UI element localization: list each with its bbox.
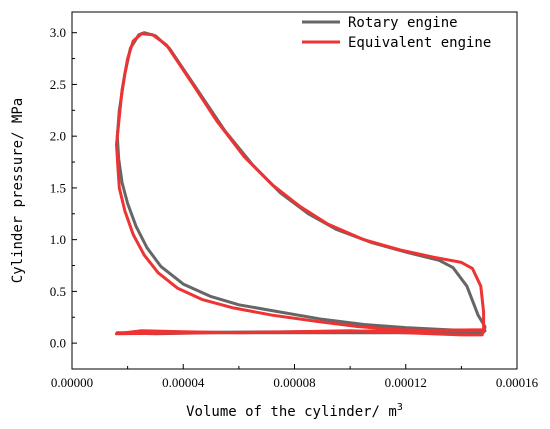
x-tick-label-1: 0.00004 — [162, 375, 205, 390]
series-layer — [115, 31, 487, 337]
legend: Rotary engine Equivalent engine — [302, 15, 491, 51]
legend-label-equivalent-engine: Equivalent engine — [348, 35, 491, 51]
y-tick-label-6: 3.0 — [50, 25, 66, 40]
y-tick-label-5: 2.5 — [50, 77, 66, 92]
y-tick-label-3: 1.5 — [50, 180, 66, 195]
legend-label-rotary-engine: Rotary engine — [348, 15, 458, 31]
tick-labels: 0.00000 0.00004 0.00008 0.00012 0.00016 0.0 0.… — [50, 25, 539, 390]
x-tick-label-2: 0.00008 — [273, 375, 315, 390]
x-tick-label-4: 0.00016 — [496, 375, 539, 390]
y-axis-label: Cylinder pressure/ MPa — [10, 98, 26, 283]
plot-frame — [71, 11, 518, 370]
y-tick-label-1: 0.5 — [50, 284, 66, 299]
x-tick-label-3: 0.00012 — [385, 375, 427, 390]
y-tick-label-4: 2.0 — [50, 129, 66, 144]
x-tick-label-0: 0.00000 — [51, 375, 93, 390]
series-line-rotary-engine — [115, 31, 487, 336]
y-tick-label-0: 0.0 — [50, 336, 66, 351]
y-tick-label-2: 1.0 — [50, 232, 66, 247]
x-axis-label: Volume of the cylinder/ m3 — [186, 402, 403, 420]
series-line-equivalent-engine — [115, 32, 486, 337]
